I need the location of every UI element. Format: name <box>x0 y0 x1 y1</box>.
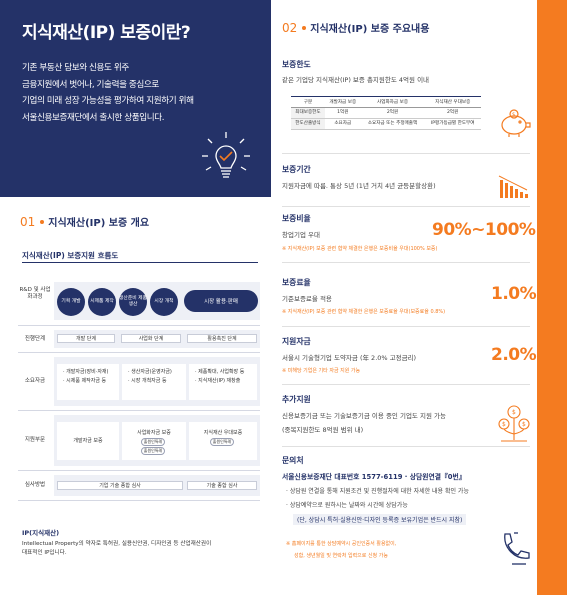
fee-title: 보증료율 <box>282 278 311 287</box>
row-divider <box>18 325 260 326</box>
contact-line-1: · 상담원 연결을 통해 지원조건 및 진행절차에 대한 자세한 내용 확인 가… <box>286 488 469 495</box>
funds-dev: · 개발자금(장비·자재) · 시제품 제작자금 등 <box>57 364 119 400</box>
stage-use: 활용촉진 단계 <box>187 334 257 343</box>
ratio-note: ※ 지식재산(IP) 보증 관련 협약 체결한 은행은 보증비율 우대(100%… <box>282 246 438 252</box>
row-label-support: 지원부문 <box>24 437 46 443</box>
step-market: 시장 개척 <box>150 288 178 316</box>
ratio-desc: 창업기업 우대 <box>282 231 320 239</box>
divider <box>282 446 530 447</box>
svg-text:$: $ <box>512 112 515 118</box>
hero-title: 지식재산(IP) 보증이란? <box>22 23 191 43</box>
row-divider <box>18 410 260 411</box>
ratio-title: 보증비율 <box>282 214 311 223</box>
row-divider <box>18 500 260 501</box>
ip-note-title: IP(지식재산) <box>22 529 60 537</box>
limit-desc: 같은 기업당 지식재산(IP) 보증 총지원한도 4억원 이내 <box>282 76 430 84</box>
divider <box>282 206 530 207</box>
support-dev: 개발자금 보증 <box>57 422 119 460</box>
piggy-bank-icon: $ <box>501 109 531 137</box>
table-row: 한도산출방식 소요자금 소요자금 또는 추정매출액 IP평가등급별 한도부여 <box>291 118 481 130</box>
svg-text:$: $ <box>512 409 516 416</box>
limit-table: 구분 개발자금 보증 사업화자금 보증 지식재산 우대보증 최대보증한도 1억원… <box>291 96 481 130</box>
hero-banner: 지식재산(IP) 보증이란? 기존 부동산 담보와 신용도 위주 금융지원에서 … <box>0 0 271 197</box>
support-biz: 사업화자금 보증 출원인특례출원인특례 <box>122 422 186 460</box>
dot-icon <box>40 219 45 224</box>
contact-note-2: 성함, 생년월일 및 연락처 입력으로 신청 가능 <box>294 553 388 559</box>
stage-dev: 개발 단계 <box>57 334 115 343</box>
flow-title: 지식재산(IP) 보증지원 흐름도 <box>22 251 119 260</box>
orange-sidebar <box>537 0 567 595</box>
ip-note-body: Intellectual Property의 약자로 특허권, 실용신안권, 디… <box>22 541 212 556</box>
divider <box>282 262 530 263</box>
review-tech-use: 기술 종합 심사 <box>187 481 257 490</box>
money-plant-icon: $ $ $ <box>498 405 530 442</box>
contact-line-2: · 상담예약으로 원하시는 날짜와 시간에 상담가능 <box>286 502 408 509</box>
table-row: 최대보증한도 1억원 2억원 2억원 <box>291 107 481 119</box>
support-use: 지식재산 우대보증 출원인특례 <box>189 422 257 460</box>
period-desc: 지원자금에 따름. 통상 5년 (1년 거치 4년 균등분할상환) <box>282 182 436 190</box>
extra-line-2: (중복지원한도 8억원 범위 내) <box>282 426 364 434</box>
contact-note-1: ※ 홈페이지를 통한 상담예약시 공인인증서 활용없이, <box>286 541 397 547</box>
funds-use: · 제품확대, 사업확장 등 · 지식재산(IP) 재창출 <box>189 364 257 400</box>
step-sales: 시장 활용·판매 <box>184 290 258 312</box>
row-label-funds: 소요자금 <box>24 378 46 384</box>
extra-title: 추가지원 <box>282 395 311 404</box>
limit-title: 보증한도 <box>282 60 311 69</box>
row-label-review: 심사방법 <box>24 482 46 488</box>
fund-note: ※ 미해당 기업은 기타 자금 지원 가능 <box>282 368 361 374</box>
stage-biz: 사업화 단계 <box>121 334 181 343</box>
fund-value: 2.0% <box>491 345 537 365</box>
flow-title-divider <box>22 262 258 263</box>
hero-description: 기존 부동산 담보와 신용도 위주 금융지원에서 벗어나, 기술력을 중심으로 … <box>22 63 194 123</box>
declining-chart-icon <box>498 175 528 198</box>
svg-text:$: $ <box>522 421 526 428</box>
row-divider <box>18 470 260 471</box>
review-tech: 기업 기술 종합 심사 <box>57 481 183 490</box>
phone-icon <box>504 532 530 565</box>
fund-desc: 서울시 기술형기업 도약자금 (年 2.0% 고정금리) <box>282 354 417 362</box>
fee-desc: 기준보증료율 적용 <box>282 295 332 303</box>
svg-text:$: $ <box>502 421 506 428</box>
ratio-value: 90%~100% <box>432 220 536 240</box>
fee-note: ※ 지식재산(IP) 보증 관련 협약 체결한 은행은 보증료율 우대(보증료율… <box>282 309 446 315</box>
divider <box>282 326 530 327</box>
contact-title: 문의처 <box>282 456 304 465</box>
divider <box>282 153 530 154</box>
funds-biz: · 생산자금(운영자금) · 시장 개척자금 등 <box>122 364 186 400</box>
row-divider <box>18 352 260 353</box>
dot-icon <box>302 25 307 30</box>
divider <box>282 384 530 385</box>
section2-heading: 02 지식재산(IP) 보증 주요내용 <box>282 20 430 36</box>
extra-line-1: 신용보증기금 또는 기술보증기금 이용 중인 기업도 지원 가능 <box>282 412 446 420</box>
step-production: 생산준비 제품생산 <box>119 288 147 316</box>
row-label-stage: 진행단계 <box>24 336 46 342</box>
tag: 출원인특례 <box>140 447 166 455</box>
tag: 출원인특례 <box>140 438 166 446</box>
fund-title: 지원자금 <box>282 337 311 346</box>
row-label-rnd: R&D 및 사업화과정 <box>19 287 51 300</box>
lightbulb-check-icon <box>202 132 250 178</box>
fee-value: 1.0% <box>491 284 537 304</box>
period-title: 보증기간 <box>282 165 311 174</box>
tag: 출원인특례 <box>209 438 235 446</box>
contact-main: 서울신용보증재단 대표번호 1577-6119 · 상담원연결『0번』 <box>282 473 466 481</box>
step-prototype: 시제품 제작 <box>88 288 116 316</box>
contact-highlight: (단, 상담시 특허·실용신안·디자인 등록증 보유기업은 반드시 지참) <box>293 514 467 525</box>
step-plan: 기획 개발 <box>57 288 85 316</box>
section1-heading: 01 지식재산(IP) 보증 개요 <box>20 214 150 230</box>
